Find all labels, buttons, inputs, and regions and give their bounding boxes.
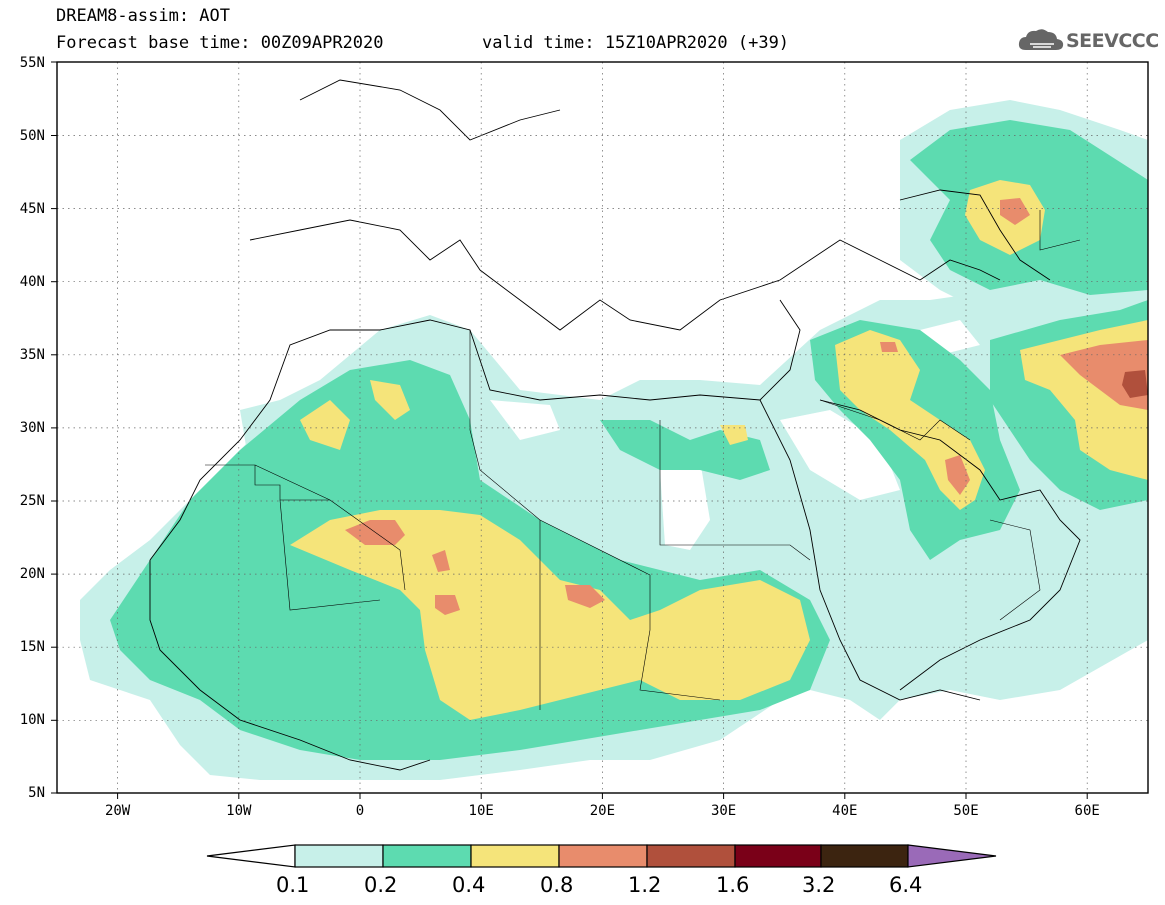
logo-text: SEEVCCC bbox=[1066, 30, 1159, 52]
lon-label: 30E bbox=[711, 803, 736, 819]
colorbar bbox=[206, 844, 997, 868]
lon-label: 20W bbox=[105, 803, 131, 819]
lat-label: 55N bbox=[20, 55, 45, 71]
forecast-base-time: Forecast base time: 00Z09APR2020 bbox=[56, 33, 384, 53]
cloud-logo-icon bbox=[1018, 29, 1064, 50]
lon-label: 50E bbox=[953, 803, 978, 819]
lat-label: 25N bbox=[20, 493, 45, 509]
axis-ticks bbox=[51, 61, 1088, 799]
aot-1.2-contour bbox=[1122, 370, 1148, 398]
lat-label: 15N bbox=[20, 639, 45, 655]
lat-label: 40N bbox=[20, 274, 45, 290]
lon-label: 40E bbox=[832, 803, 857, 819]
colorbar-swatch bbox=[558, 844, 648, 868]
colorbar-swatch bbox=[470, 844, 560, 868]
colorbar-swatch bbox=[294, 844, 384, 868]
colorbar-high-arrow bbox=[907, 844, 997, 868]
lon-label: 10W bbox=[226, 803, 252, 819]
country-borders bbox=[205, 210, 1081, 710]
colorbar-tick: 3.2 bbox=[802, 873, 836, 897]
lon-label: 10E bbox=[469, 803, 494, 819]
aot-low-gaps bbox=[490, 320, 990, 790]
longitude-labels: 20W 10W 0 10E 20E 30E 40E 50E 60E bbox=[105, 803, 1100, 819]
colorbar-swatch bbox=[820, 844, 909, 868]
lat-label: 20N bbox=[20, 566, 45, 582]
lon-label: 60E bbox=[1075, 803, 1100, 819]
lat-label: 50N bbox=[20, 128, 45, 144]
colorbar-tick: 0.8 bbox=[540, 873, 574, 897]
lat-label: 35N bbox=[20, 347, 45, 363]
map-title: DREAM8-assim: AOT bbox=[56, 6, 230, 26]
colorbar-tick: 1.2 bbox=[628, 873, 662, 897]
lon-label: 0 bbox=[356, 803, 364, 819]
aot-fields bbox=[80, 100, 1148, 790]
lat-label: 30N bbox=[20, 420, 45, 436]
valid-time: valid time: 15Z10APR2020 (+39) bbox=[482, 33, 790, 53]
lon-label: 20E bbox=[590, 803, 615, 819]
colorbar-tick: 0.2 bbox=[364, 873, 398, 897]
colorbar-tick: 0.4 bbox=[452, 873, 486, 897]
colorbar-swatch bbox=[382, 844, 472, 868]
lat-label: 10N bbox=[20, 712, 45, 728]
colorbar-tick: 0.1 bbox=[276, 873, 310, 897]
latitude-labels: 55N 50N 45N 40N 35N 30N 25N 20N 15N 10N … bbox=[20, 55, 45, 801]
colorbar-swatch bbox=[646, 844, 736, 868]
colorbar-swatch bbox=[734, 844, 822, 868]
graticule bbox=[57, 62, 1148, 793]
colorbar-tick: 6.4 bbox=[889, 873, 923, 897]
lat-label: 45N bbox=[20, 201, 45, 217]
lat-label: 5N bbox=[28, 785, 45, 801]
colorbar-low-arrow bbox=[206, 844, 296, 868]
colorbar-tick: 1.6 bbox=[716, 873, 750, 897]
